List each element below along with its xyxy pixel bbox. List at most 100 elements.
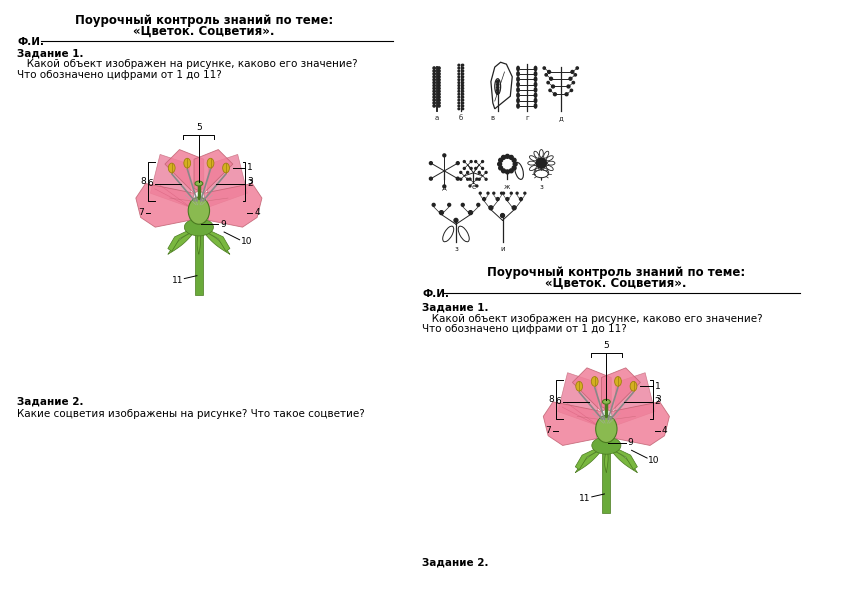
Ellipse shape xyxy=(516,87,520,93)
Circle shape xyxy=(482,167,483,170)
Circle shape xyxy=(433,67,435,69)
Circle shape xyxy=(545,74,547,76)
Circle shape xyxy=(497,80,498,83)
Ellipse shape xyxy=(222,163,229,173)
Circle shape xyxy=(505,170,509,174)
Text: Поурочный контроль знаний по теме:: Поурочный контроль знаний по теме: xyxy=(75,14,333,27)
Circle shape xyxy=(550,77,552,80)
Circle shape xyxy=(433,105,435,107)
Circle shape xyxy=(433,82,435,84)
Ellipse shape xyxy=(603,399,610,404)
Circle shape xyxy=(461,203,464,206)
Ellipse shape xyxy=(516,82,520,87)
Polygon shape xyxy=(605,449,608,472)
Circle shape xyxy=(479,192,481,194)
Circle shape xyxy=(462,76,464,78)
Circle shape xyxy=(433,70,435,72)
Text: Ф.И.: Ф.И. xyxy=(422,289,449,299)
Polygon shape xyxy=(203,227,230,252)
Circle shape xyxy=(438,99,440,101)
Text: 9: 9 xyxy=(627,438,633,447)
Ellipse shape xyxy=(528,161,536,165)
Text: «Цветок. Соцветия».: «Цветок. Соцветия». xyxy=(546,277,687,290)
Text: 3: 3 xyxy=(655,395,661,405)
Text: Какие соцветия изображены на рисунке? Что такое соцветие?: Какие соцветия изображены на рисунке? Чт… xyxy=(18,409,365,419)
Text: 10: 10 xyxy=(648,456,659,465)
Circle shape xyxy=(469,185,471,187)
Text: 6: 6 xyxy=(147,179,153,188)
Circle shape xyxy=(470,167,472,170)
Circle shape xyxy=(462,90,464,92)
Polygon shape xyxy=(558,372,599,426)
Circle shape xyxy=(438,67,440,69)
Circle shape xyxy=(485,171,487,173)
Ellipse shape xyxy=(195,181,203,186)
Ellipse shape xyxy=(534,151,539,158)
Text: 7: 7 xyxy=(138,208,144,217)
Circle shape xyxy=(438,84,440,87)
Circle shape xyxy=(476,178,478,180)
Text: 3: 3 xyxy=(248,177,253,186)
Circle shape xyxy=(458,73,460,75)
Circle shape xyxy=(553,93,557,96)
Circle shape xyxy=(438,79,440,81)
Circle shape xyxy=(497,92,498,95)
Circle shape xyxy=(438,70,440,72)
Circle shape xyxy=(460,178,461,180)
Circle shape xyxy=(462,73,464,75)
Circle shape xyxy=(514,162,517,166)
Circle shape xyxy=(458,76,460,78)
Circle shape xyxy=(462,108,464,109)
Ellipse shape xyxy=(540,149,543,157)
Circle shape xyxy=(454,218,458,223)
Text: в: в xyxy=(491,115,495,121)
Circle shape xyxy=(512,158,516,162)
Polygon shape xyxy=(168,227,195,252)
Circle shape xyxy=(440,211,444,215)
Circle shape xyxy=(497,89,498,92)
Ellipse shape xyxy=(546,156,553,161)
Text: 2: 2 xyxy=(655,397,660,406)
Circle shape xyxy=(476,185,478,187)
Text: Задание 1.: Задание 1. xyxy=(422,303,488,313)
Circle shape xyxy=(462,99,464,101)
Circle shape xyxy=(438,102,440,104)
Text: 5: 5 xyxy=(604,342,610,350)
Circle shape xyxy=(502,155,505,159)
Circle shape xyxy=(502,169,505,173)
Ellipse shape xyxy=(184,218,213,236)
Circle shape xyxy=(460,171,461,173)
Polygon shape xyxy=(573,368,611,412)
Circle shape xyxy=(462,64,464,66)
Text: б: б xyxy=(459,115,463,121)
Text: Какой объект изображен на рисунке, каково его значение?: Какой объект изображен на рисунке, каков… xyxy=(18,60,358,70)
Ellipse shape xyxy=(534,98,537,104)
Text: а: а xyxy=(434,115,439,121)
Circle shape xyxy=(458,82,460,83)
Circle shape xyxy=(458,105,460,107)
Ellipse shape xyxy=(534,71,537,77)
Circle shape xyxy=(458,64,460,66)
Text: 9: 9 xyxy=(221,220,226,228)
Polygon shape xyxy=(197,231,200,254)
Circle shape xyxy=(498,162,502,166)
Circle shape xyxy=(549,89,552,92)
Circle shape xyxy=(433,84,435,87)
Ellipse shape xyxy=(547,161,555,165)
Text: 11: 11 xyxy=(579,494,591,503)
Circle shape xyxy=(547,82,549,84)
Ellipse shape xyxy=(615,377,621,386)
Polygon shape xyxy=(206,154,248,208)
Circle shape xyxy=(478,171,480,173)
Ellipse shape xyxy=(530,165,536,171)
Circle shape xyxy=(462,79,464,80)
Polygon shape xyxy=(575,449,603,472)
Ellipse shape xyxy=(535,170,548,178)
Circle shape xyxy=(433,90,435,92)
Ellipse shape xyxy=(534,76,537,82)
Circle shape xyxy=(433,79,435,81)
Text: 7: 7 xyxy=(546,427,551,436)
Circle shape xyxy=(509,155,514,159)
Circle shape xyxy=(571,70,574,73)
Circle shape xyxy=(462,70,464,72)
